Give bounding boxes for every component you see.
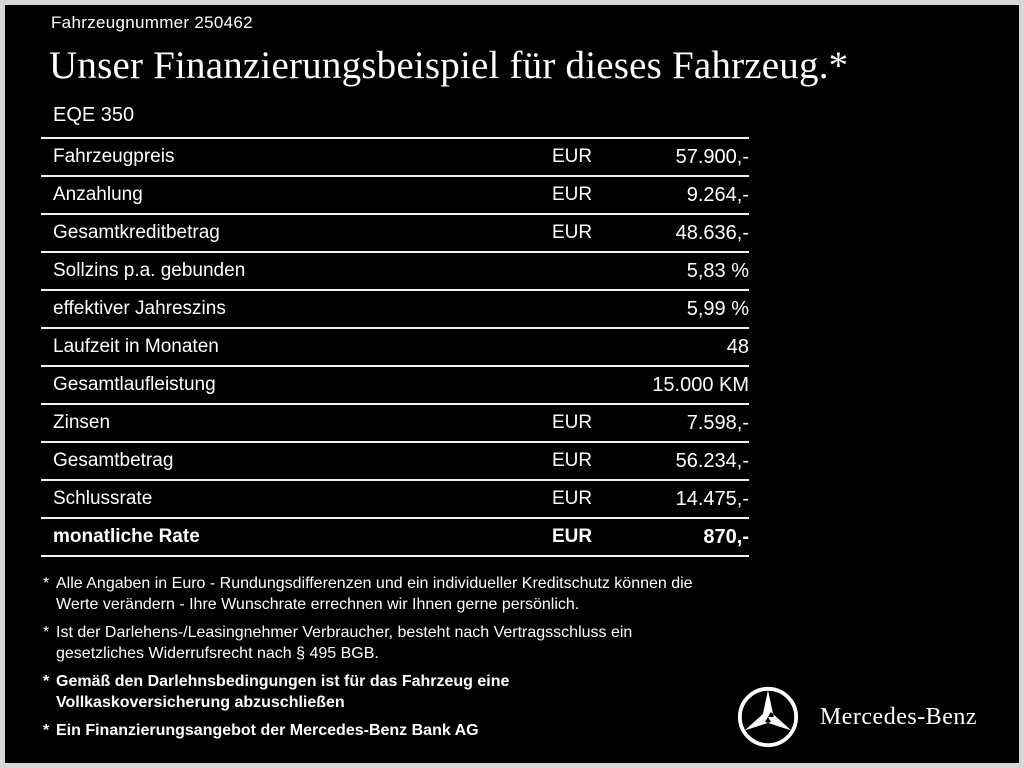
mercedes-star-icon (736, 685, 800, 749)
row-currency: EUR (552, 184, 593, 205)
table-row: Gesamtkreditbetrag EUR 48.636,- (41, 213, 749, 251)
row-label: Laufzeit in Monaten (53, 336, 219, 357)
footnote: * Alle Angaben in Euro - Rundungsdiffere… (43, 573, 753, 615)
row-value: 14.475,- (675, 487, 749, 510)
brand-block: Mercedes-Benz (736, 685, 977, 749)
vehicle-number: Fahrzeugnummer 250462 (51, 13, 253, 32)
row-value: 5,99 % (686, 297, 749, 320)
row-value: 870,- (703, 525, 749, 548)
financing-table: Fahrzeugpreis EUR 57.900,- Anzahlung EUR… (41, 137, 749, 557)
footnote: * Ein Finanzierungsangebot der Mercedes-… (43, 720, 753, 741)
footnote-marker: * (43, 673, 50, 690)
model-name: EQE 350 (53, 104, 135, 126)
row-label: Gesamtlaufleistung (53, 374, 216, 395)
footnote-marker: * (43, 624, 50, 641)
row-value: 56.234,- (675, 449, 749, 472)
row-value: 57.900,- (675, 145, 749, 168)
row-label: Schlussrate (53, 488, 153, 509)
row-label: monatliche Rate (53, 526, 200, 547)
table-row: Laufzeit in Monaten 48 (41, 327, 749, 365)
row-currency: EUR (552, 526, 593, 547)
row-currency: EUR (552, 222, 593, 243)
footnote-line: gesetzliches Widerrufsrecht nach § 495 B… (56, 645, 379, 662)
brand-name: Mercedes-Benz (819, 703, 977, 730)
footnote-text: Ist der Darlehens-/Leasingnehmer Verbrau… (56, 622, 632, 664)
footnote: * Gemäß den Darlehnsbedingungen ist für … (43, 671, 753, 713)
row-currency: EUR (552, 450, 593, 471)
footnote-line: Ein Finanzierungsangebot der Mercedes-Be… (56, 722, 479, 739)
table-row: Gesamtlaufleistung 15.000 KM (41, 365, 749, 403)
footnote-marker: * (43, 722, 50, 739)
table-row: Zinsen EUR 7.598,- (41, 403, 749, 441)
row-currency: EUR (552, 146, 593, 167)
table-row: Gesamtbetrag EUR 56.234,- (41, 441, 749, 479)
table-row: Sollzins p.a. gebunden 5,83 % (41, 251, 749, 289)
footnotes: * Alle Angaben in Euro - Rundungsdiffere… (43, 573, 753, 741)
page-title: Unser Finanzierungsbeispiel für dieses F… (49, 44, 849, 87)
row-label: Fahrzeugpreis (53, 146, 175, 167)
footnote-text: Ein Finanzierungsangebot der Mercedes-Be… (56, 720, 479, 741)
footnote-line: Alle Angaben in Euro - Rundungsdifferenz… (56, 575, 693, 592)
footnote-marker: * (43, 575, 50, 592)
table-row-monthly-rate: monatliche Rate EUR 870,- (41, 517, 749, 557)
row-label: Sollzins p.a. gebunden (53, 260, 246, 281)
footnote-text: Gemäß den Darlehnsbedingungen ist für da… (56, 671, 509, 713)
footnote-line: Vollkaskoversicherung abzuschließen (56, 694, 345, 711)
footnote-line: Gemäß den Darlehnsbedingungen ist für da… (56, 673, 510, 690)
row-currency: EUR (552, 488, 593, 509)
table-row: Schlussrate EUR 14.475,- (41, 479, 749, 517)
footnote: * Ist der Darlehens-/Leasingnehmer Verbr… (43, 622, 753, 664)
table-row: effektiver Jahreszins 5,99 % (41, 289, 749, 327)
footnote-line: Ist der Darlehens-/Leasingnehmer Verbrau… (56, 624, 633, 641)
row-value: 48 (726, 335, 749, 358)
table-row: Anzahlung EUR 9.264,- (41, 175, 749, 213)
row-label: Anzahlung (53, 184, 143, 205)
row-currency: EUR (552, 412, 593, 433)
row-label: Gesamtbetrag (53, 450, 174, 471)
row-label: effektiver Jahreszins (53, 298, 226, 319)
row-label: Gesamtkreditbetrag (53, 222, 220, 243)
footnote-text: Alle Angaben in Euro - Rundungsdifferenz… (56, 573, 693, 615)
row-label: Zinsen (53, 412, 111, 433)
table-row: Fahrzeugpreis EUR 57.900,- (41, 137, 749, 175)
footnote-line: Werte verändern - Ihre Wunschrate errech… (56, 596, 580, 613)
row-value: 9.264,- (686, 183, 749, 206)
row-value: 7.598,- (686, 411, 749, 434)
row-value: 48.636,- (675, 221, 749, 244)
row-value: 15.000 KM (652, 373, 749, 396)
row-value: 5,83 % (686, 259, 749, 282)
